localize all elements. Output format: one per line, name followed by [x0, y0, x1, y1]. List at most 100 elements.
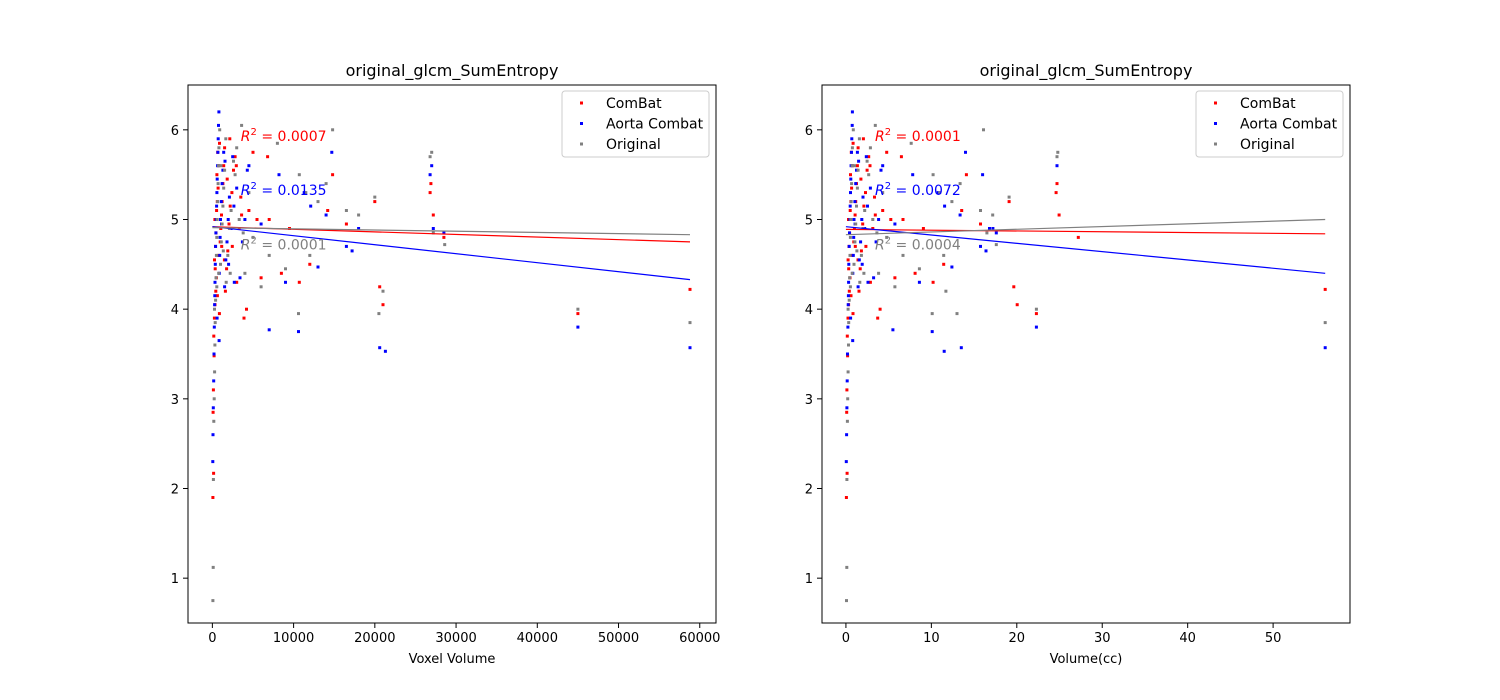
right-point-2-47 [991, 213, 995, 217]
right-point-0-35 [865, 168, 869, 172]
left-point-1-61 [215, 316, 219, 320]
left-legend-box [561, 90, 710, 158]
left-point-2-22 [222, 186, 226, 190]
right-point-0-5 [845, 334, 849, 338]
left-point-0-6 [212, 316, 216, 320]
left-point-1-34 [231, 155, 235, 159]
right-point-2-63 [862, 271, 866, 275]
left-point-2-27 [229, 209, 233, 212]
left-point-2-40 [297, 173, 301, 177]
left-point-1-42 [284, 280, 287, 284]
right-point-0-0 [844, 496, 848, 499]
left-point-1-58 [576, 325, 580, 329]
right-point-0-43 [885, 150, 889, 154]
left-point-2-25 [226, 253, 230, 257]
right-point-0-23 [852, 227, 856, 230]
left-point-2-54 [443, 243, 447, 247]
right-point-0-34 [864, 191, 867, 195]
left-point-2-48 [373, 195, 377, 199]
right-point-1-8 [847, 262, 851, 266]
left-point-1-21 [218, 253, 222, 257]
right-point-0-50 [960, 209, 964, 212]
left-point-1-41 [277, 173, 281, 177]
left-point-0-39 [240, 213, 244, 217]
left-point-0-52 [344, 222, 348, 226]
right-x-axis-label: Volume(cc) [1050, 652, 1123, 667]
right-point-1-47 [958, 213, 962, 217]
left-point-2-0 [211, 599, 215, 603]
left-point-0-14 [215, 209, 219, 212]
left-point-0-5 [212, 334, 216, 338]
right-point-1-19 [850, 110, 854, 114]
left-point-2-11 [215, 235, 219, 239]
left-point-1-43 [297, 330, 300, 334]
right-legend: ComBat Aorta Combat Original [1195, 90, 1344, 158]
right-point-0-64 [851, 312, 855, 316]
right-point-1-5 [846, 325, 850, 329]
left-legend-swatch-1 [580, 122, 583, 125]
left-point-1-64 [223, 159, 227, 163]
left-point-1-36 [235, 186, 239, 190]
right-point-2-8 [847, 298, 851, 302]
right-point-1-54 [981, 173, 985, 177]
right-point-2-31 [873, 123, 877, 127]
right-point-1-12 [848, 204, 852, 208]
right-point-2-36 [901, 253, 905, 257]
left-point-0-17 [215, 173, 219, 177]
left-point-2-61 [221, 249, 225, 253]
right-point-0-37 [868, 280, 872, 284]
left-point-1-50 [350, 249, 354, 253]
left-point-1-59 [688, 346, 692, 350]
right-point-1-39 [881, 164, 885, 168]
right-x-tick-label-2: 20 [1009, 631, 1026, 646]
left-point-1-27 [222, 150, 226, 154]
right-point-0-56 [1054, 191, 1058, 195]
left-point-2-7 [213, 321, 217, 325]
left-point-2-46 [344, 209, 348, 212]
left-point-2-35 [259, 285, 263, 289]
right-point-2-12 [849, 218, 853, 221]
left-point-0-73 [266, 155, 270, 159]
left-point-1-7 [213, 280, 217, 284]
left-point-2-64 [233, 173, 237, 177]
left-point-2-33 [247, 191, 251, 195]
right-y-tick-label-1: 2 [805, 483, 813, 498]
left-point-0-24 [220, 213, 223, 217]
right-point-1-25 [854, 182, 858, 186]
left-point-2-44 [324, 182, 328, 186]
left-x-tick-label-0: 0 [208, 631, 216, 646]
right-point-0-61 [1323, 287, 1327, 291]
right-legend-label-0: ComBat [1240, 96, 1296, 112]
left-point-1-10 [214, 231, 218, 235]
right-point-1-18 [850, 123, 854, 127]
right-fit-line-1 [845, 226, 1326, 274]
left-point-0-16 [216, 186, 220, 190]
left-point-1-14 [215, 177, 219, 181]
right-point-2-18 [852, 262, 856, 266]
right-point-1-10 [848, 231, 851, 235]
right-point-1-60 [846, 294, 850, 298]
left-point-1-40 [267, 328, 271, 332]
left-point-1-56 [431, 227, 435, 230]
right-point-1-46 [950, 265, 954, 269]
left-point-0-20 [218, 141, 221, 145]
left-point-0-37 [235, 280, 239, 284]
left-point-2-20 [220, 222, 224, 226]
right-point-2-19 [853, 240, 857, 244]
left-point-0-42 [247, 209, 251, 212]
right-point-1-64 [857, 159, 861, 163]
right-point-1-35 [866, 280, 870, 284]
right-point-0-41 [878, 307, 882, 311]
left-point-2-36 [267, 253, 271, 257]
left-point-1-67 [240, 240, 244, 244]
right-point-1-53 [942, 349, 946, 353]
left-point-2-12 [215, 218, 219, 221]
left-point-2-29 [235, 146, 239, 150]
right-point-2-53 [985, 231, 989, 235]
left-point-2-32 [243, 271, 247, 275]
left-point-0-54 [378, 285, 382, 289]
left-point-0-60 [576, 312, 580, 316]
left-point-2-10 [214, 253, 218, 257]
left-point-2-37 [275, 141, 279, 145]
left-point-1-46 [316, 265, 320, 269]
